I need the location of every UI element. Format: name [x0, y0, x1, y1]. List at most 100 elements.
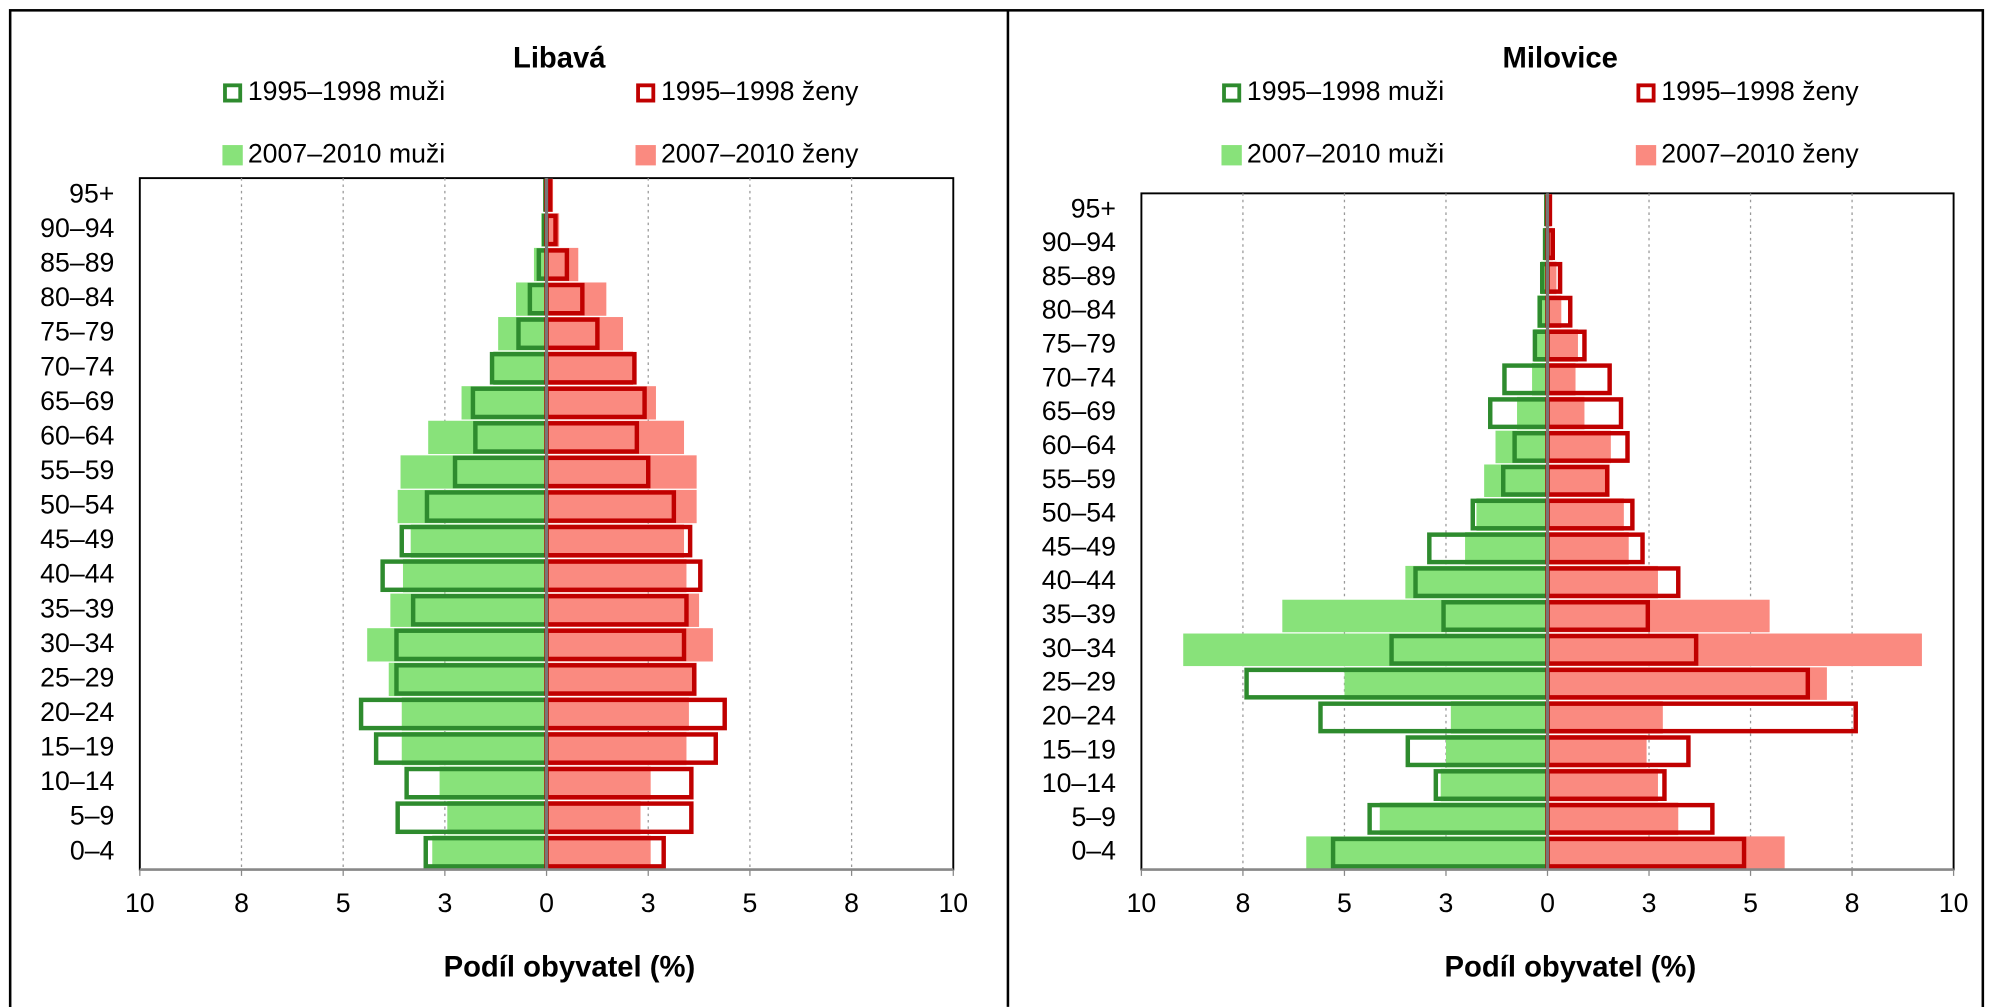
y-tick-label: 95+ — [1071, 193, 1116, 223]
x-tick-label: 8 — [844, 888, 859, 918]
legend-swatch — [1222, 83, 1242, 103]
bar — [1517, 396, 1548, 430]
y-tick-label: 10–14 — [1042, 768, 1116, 798]
bar — [401, 731, 547, 766]
bar — [546, 593, 700, 627]
x-tick-label: 3 — [1439, 888, 1454, 918]
bar — [1547, 633, 1922, 667]
bar — [1282, 599, 1548, 633]
bar — [1547, 396, 1585, 430]
bar — [1440, 768, 1548, 802]
legend-label: 2007–2010 ženy — [1661, 138, 1859, 168]
legend-label: 1995–1998 ženy — [661, 76, 859, 106]
bar — [1547, 329, 1578, 362]
y-tick-label: 70–74 — [40, 351, 114, 381]
y-tick-label: 0–4 — [70, 835, 115, 865]
bar — [400, 455, 547, 489]
bar — [1547, 430, 1611, 464]
y-tick-label: 80–84 — [1042, 295, 1116, 325]
x-tick-label: 5 — [742, 888, 757, 918]
bar — [1547, 599, 1770, 633]
legend-swatch — [1635, 145, 1657, 166]
y-tick-label: 45–49 — [1042, 531, 1116, 561]
bar — [546, 247, 579, 282]
x-tick-label: 8 — [1236, 888, 1251, 918]
y-tick-label: 70–74 — [1042, 362, 1116, 392]
bar — [428, 420, 547, 455]
bar — [447, 801, 547, 835]
x-axis-label: Podíl obyvatel (%) — [1445, 951, 1697, 983]
bar — [546, 524, 685, 558]
y-tick-label: 15–19 — [1042, 734, 1116, 764]
legend-swatch — [1636, 83, 1656, 103]
legend-label: 1995–1998 ženy — [1661, 76, 1859, 106]
y-tick-label: 65–69 — [40, 386, 114, 416]
bar — [1547, 532, 1629, 565]
bar — [1183, 633, 1548, 667]
legend-swatch — [222, 145, 243, 166]
bar — [401, 697, 547, 731]
legend-label: 2007–2010 muži — [1247, 138, 1444, 168]
y-tick-label: 20–24 — [1042, 700, 1116, 730]
y-tick-label: 85–89 — [1042, 261, 1116, 291]
x-tick-label: 10 — [125, 888, 155, 918]
bar — [1495, 430, 1548, 464]
bar — [546, 835, 651, 869]
x-axis-label: Podíl obyvatel (%) — [444, 951, 696, 983]
x-tick-label: 3 — [1642, 888, 1657, 918]
y-tick-label: 60–64 — [1042, 430, 1116, 460]
bar — [439, 766, 547, 800]
bar — [1547, 734, 1647, 768]
x-tick-label: 10 — [938, 888, 968, 918]
bar — [546, 420, 685, 455]
y-tick-label: 90–94 — [1042, 227, 1116, 257]
bar — [1547, 565, 1658, 599]
bar — [1484, 464, 1548, 498]
y-tick-label: 40–44 — [40, 559, 114, 589]
y-tick-label: 15–19 — [40, 732, 114, 762]
bar — [1547, 295, 1562, 328]
x-tick-label: 8 — [234, 888, 249, 918]
bar — [1379, 802, 1548, 836]
bar — [546, 282, 607, 316]
bar — [498, 317, 547, 351]
bar — [493, 351, 547, 385]
legend-swatch — [635, 145, 656, 166]
bar — [1547, 836, 1785, 869]
y-tick-label: 80–84 — [40, 282, 114, 312]
bar — [546, 766, 651, 800]
y-tick-label: 35–39 — [1042, 599, 1116, 629]
bar — [390, 593, 547, 627]
bar — [367, 628, 547, 662]
legend-swatch — [223, 83, 243, 103]
y-tick-label: 10–14 — [40, 766, 114, 796]
y-tick-label: 85–89 — [40, 248, 114, 278]
x-tick-label: 8 — [1845, 888, 1860, 918]
bar — [1533, 329, 1548, 362]
y-tick-label: 5–9 — [1071, 802, 1116, 832]
bar — [546, 351, 634, 385]
x-tick-label: 10 — [1939, 888, 1969, 918]
y-tick-label: 55–59 — [40, 455, 114, 485]
legend-label: 2007–2010 muži — [248, 138, 445, 168]
x-tick-label: 10 — [1127, 888, 1157, 918]
bar — [1445, 734, 1548, 768]
bar — [410, 524, 547, 558]
x-tick-label: 5 — [1337, 888, 1352, 918]
y-tick-label: 45–49 — [40, 524, 114, 554]
y-tick-label: 75–79 — [1042, 329, 1116, 359]
y-tick-label: 40–44 — [1042, 565, 1116, 595]
bar — [1306, 836, 1548, 869]
y-tick-label: 95+ — [69, 178, 114, 208]
bar — [432, 835, 547, 869]
x-tick-label: 5 — [1743, 888, 1758, 918]
bar — [397, 489, 547, 524]
bar — [1547, 261, 1557, 295]
bar — [1465, 532, 1548, 565]
x-tick-label: 0 — [1540, 888, 1555, 918]
bar — [546, 489, 697, 524]
bar — [546, 455, 697, 489]
legend-label: 2007–2010 ženy — [661, 138, 859, 168]
bar — [1547, 363, 1576, 396]
